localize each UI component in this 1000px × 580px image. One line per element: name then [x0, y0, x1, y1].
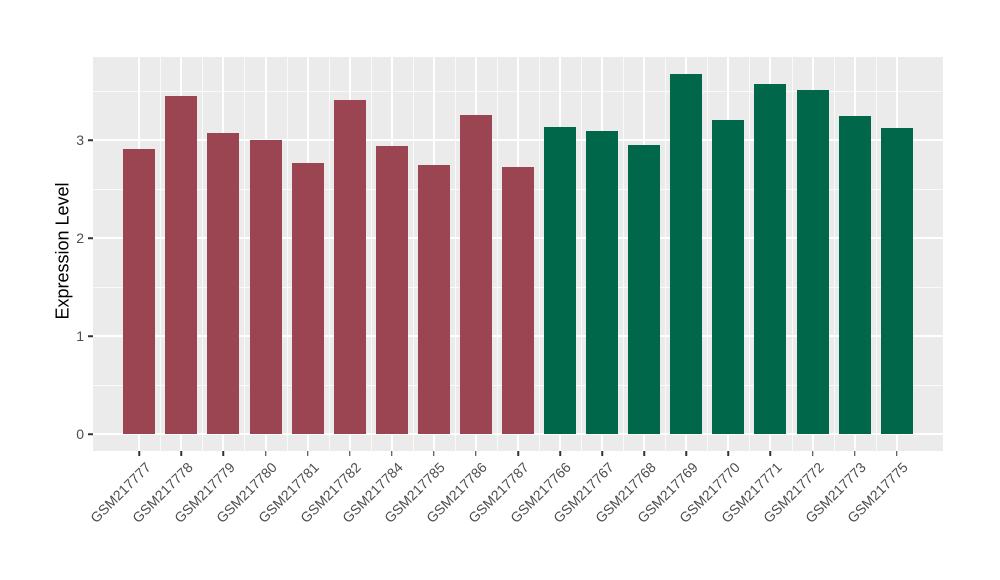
v-gridline-minor	[496, 57, 498, 451]
x-tick	[222, 451, 225, 456]
bar-GSM217778	[165, 95, 198, 434]
y-tick	[88, 433, 93, 435]
bar-GSM217784	[375, 145, 408, 434]
x-tick	[433, 451, 435, 456]
bar-GSM217786	[459, 114, 492, 434]
x-tick	[180, 451, 183, 456]
bar-GSM217772	[796, 90, 829, 434]
bar-GSM217769	[670, 74, 703, 434]
bar-GSM217782	[333, 99, 366, 434]
y-tick	[88, 335, 93, 337]
plot-panel	[93, 57, 943, 451]
v-gridline-minor	[244, 57, 246, 451]
v-gridline-minor	[707, 57, 709, 451]
bar-GSM217771	[754, 84, 787, 434]
v-gridline-minor	[539, 57, 541, 451]
v-gridline-minor	[581, 57, 583, 451]
x-tick	[348, 451, 351, 456]
x-tick	[601, 451, 603, 456]
bar-GSM217773	[838, 115, 871, 434]
x-tick	[475, 451, 477, 456]
x-tick	[853, 451, 856, 456]
v-gridline-minor	[833, 57, 835, 451]
bar-GSM217768	[628, 144, 661, 434]
bar-GSM217770	[712, 120, 745, 434]
y-tick-label: 3	[76, 132, 84, 148]
v-gridline-minor	[454, 57, 456, 451]
x-tick	[559, 451, 561, 456]
v-gridline-minor	[328, 57, 330, 451]
bar-GSM217775	[880, 128, 913, 434]
v-gridline-minor	[665, 57, 667, 451]
bar-GSM217777	[123, 148, 156, 434]
x-tick	[769, 451, 772, 456]
v-gridline-minor	[160, 57, 162, 451]
y-tick-label: 0	[76, 426, 84, 442]
bar-GSM217787	[502, 167, 534, 434]
bar-GSM217779	[207, 133, 240, 434]
bar-GSM217781	[291, 162, 324, 434]
v-gridline-minor	[623, 57, 625, 451]
y-tick	[88, 139, 93, 141]
x-tick	[517, 451, 519, 456]
y-tick	[88, 237, 93, 239]
x-tick	[391, 451, 393, 456]
v-gridline-minor	[875, 57, 877, 451]
v-gridline-minor	[791, 57, 793, 451]
v-gridline-minor	[412, 57, 414, 451]
x-tick	[306, 451, 309, 456]
x-tick	[727, 451, 730, 456]
v-gridline-minor	[286, 57, 288, 451]
bar-GSM217767	[586, 131, 619, 434]
x-tick	[138, 451, 141, 456]
x-tick	[264, 451, 267, 456]
x-tick	[643, 451, 645, 456]
bar-GSM217766	[544, 127, 577, 434]
v-gridline-minor	[749, 57, 751, 451]
x-tick	[685, 451, 688, 456]
y-tick-label: 2	[76, 230, 84, 246]
x-tick	[811, 451, 814, 456]
v-gridline-minor	[202, 57, 204, 451]
bar-GSM217785	[417, 165, 450, 434]
v-gridline-minor	[370, 57, 372, 451]
x-tick	[895, 451, 898, 456]
bar-GSM217780	[249, 140, 282, 434]
y-tick-label: 1	[76, 328, 84, 344]
y-axis-title: Expression Level	[52, 182, 73, 320]
